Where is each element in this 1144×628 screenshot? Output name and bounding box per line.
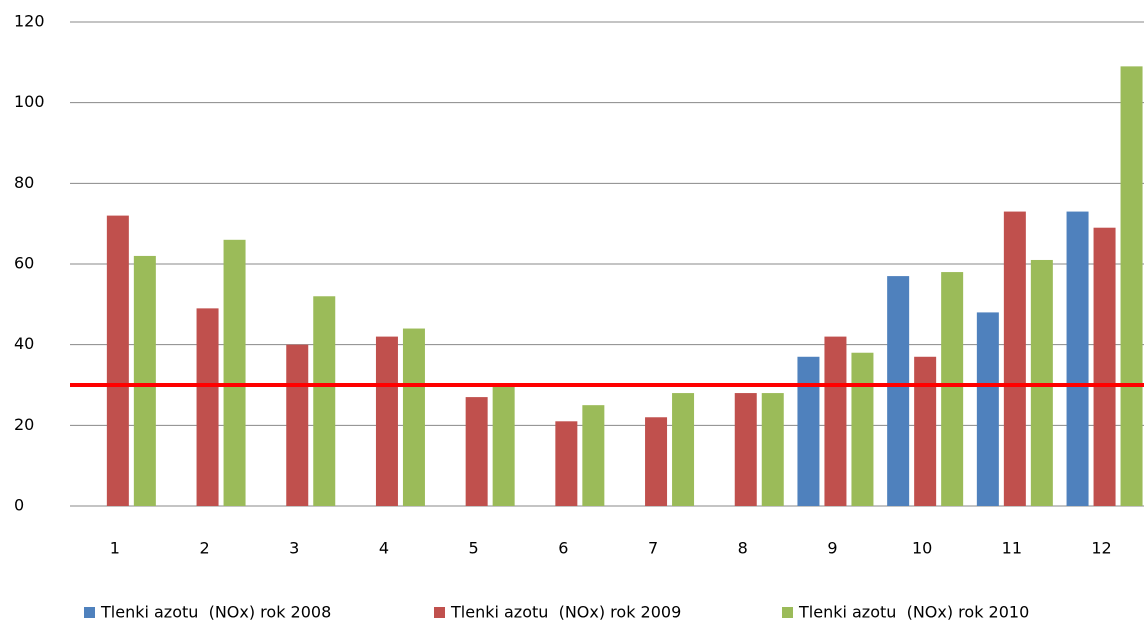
x-tick-label: 7 <box>648 539 658 558</box>
bar <box>1003 211 1026 507</box>
bar <box>887 276 910 506</box>
y-tick-label: 120 <box>14 12 45 31</box>
y-tick-label: 40 <box>14 334 34 353</box>
y-tick-label: 100 <box>14 92 45 111</box>
legend-label: Tlenki azotu (NOx) rok 2009 <box>450 603 681 622</box>
bar <box>645 417 668 506</box>
bar <box>1120 66 1143 506</box>
y-tick-label: 0 <box>14 496 24 515</box>
y-tick-label: 20 <box>14 415 34 434</box>
bar <box>672 393 695 506</box>
legend-label: Tlenki azotu (NOx) rok 2010 <box>798 603 1029 622</box>
bar <box>1066 211 1089 507</box>
x-tick-label: 6 <box>558 539 568 558</box>
bar <box>375 336 398 506</box>
legend-swatch <box>84 607 95 618</box>
bar <box>286 344 309 506</box>
bar <box>582 405 605 506</box>
x-tick-label: 5 <box>469 539 479 558</box>
bar <box>797 356 820 506</box>
legend-swatch <box>434 607 445 618</box>
x-tick-label: 11 <box>1002 539 1022 558</box>
legend-label: Tlenki azotu (NOx) rok 2008 <box>100 603 331 622</box>
bar <box>914 356 937 506</box>
bar <box>106 215 129 506</box>
bar <box>465 397 488 506</box>
x-tick-label: 10 <box>912 539 932 558</box>
bar <box>941 272 964 506</box>
bar <box>133 255 156 506</box>
y-tick-label: 60 <box>14 254 34 273</box>
x-tick-label: 1 <box>110 539 120 558</box>
bar <box>761 393 784 506</box>
x-tick-label: 3 <box>289 539 299 558</box>
bar <box>734 393 757 506</box>
bar <box>1030 259 1053 506</box>
bar <box>555 421 578 506</box>
x-tick-label: 2 <box>199 539 209 558</box>
bar <box>223 239 246 507</box>
bar <box>824 336 847 506</box>
bar <box>196 308 219 506</box>
bar <box>976 312 999 506</box>
bar <box>313 296 336 506</box>
y-tick-label: 80 <box>14 173 34 192</box>
bar <box>1093 227 1116 506</box>
bar <box>402 328 425 506</box>
legend-swatch <box>782 607 793 618</box>
bar <box>492 385 515 506</box>
x-tick-label: 12 <box>1091 539 1111 558</box>
x-tick-label: 4 <box>379 539 389 558</box>
bar <box>851 352 874 506</box>
x-tick-label: 8 <box>738 539 748 558</box>
x-tick-label: 9 <box>827 539 837 558</box>
